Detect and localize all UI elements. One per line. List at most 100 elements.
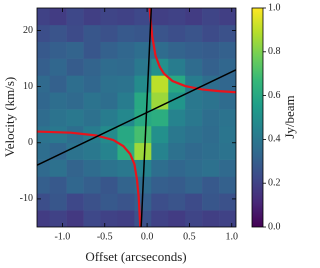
heatmap-cell — [37, 159, 51, 177]
heatmap-cell — [117, 75, 135, 93]
heatmap-cell — [151, 176, 169, 194]
heatmap-cell — [49, 193, 67, 211]
heatmap-cell — [49, 176, 67, 194]
heatmap-cell — [49, 210, 67, 227]
colorbar-label: Jy/beam — [282, 95, 297, 138]
heatmap-cell — [168, 210, 186, 227]
heatmap-cell — [83, 24, 101, 42]
colorbar-tick-label: 0.0 — [268, 221, 281, 232]
heatmap-cell — [151, 8, 169, 26]
heatmap-cell — [134, 125, 152, 144]
heatmap-cell — [66, 125, 84, 144]
heatmap-cell — [185, 210, 203, 227]
heatmap-cell — [100, 41, 118, 59]
heatmap-cell — [185, 24, 203, 42]
heatmap-cell — [117, 41, 135, 59]
heatmap-cell — [185, 176, 203, 194]
heatmap-cell — [83, 58, 101, 76]
heatmap-cell — [37, 75, 51, 93]
heatmap-cell — [37, 8, 51, 26]
heatmap-cell — [168, 24, 186, 42]
x-axis-label: Offset (arcseconds) — [85, 249, 186, 264]
heatmap-cell — [202, 125, 220, 144]
heatmap-cell — [151, 125, 169, 144]
heatmap-cell — [49, 92, 67, 110]
heatmap-cell — [83, 41, 101, 59]
colorbar-tick-label: 0.6 — [268, 90, 281, 101]
heatmap-cell — [202, 8, 220, 26]
heatmap — [37, 8, 236, 227]
heatmap-cell — [219, 210, 236, 227]
heatmap-cell — [83, 210, 101, 227]
heatmap-cell — [151, 193, 169, 211]
heatmap-cell — [202, 58, 220, 76]
heatmap-cell — [66, 41, 84, 59]
heatmap-cell — [202, 92, 220, 110]
heatmap-cell — [49, 58, 67, 76]
heatmap-cell — [100, 109, 118, 127]
heatmap-cell — [37, 210, 51, 227]
heatmap-cell — [219, 142, 236, 160]
heatmap-cell — [66, 75, 84, 93]
heatmap-cell — [168, 58, 186, 76]
heatmap-cell — [185, 58, 203, 76]
heatmap-cell — [219, 8, 236, 26]
heatmap-cell — [202, 142, 220, 160]
heatmap-cell — [100, 142, 118, 160]
y-tick-label: -10 — [20, 193, 33, 204]
heatmap-cell — [66, 176, 84, 194]
heatmap-cell — [134, 142, 152, 160]
heatmap-cell — [100, 24, 118, 42]
heatmap-cell — [83, 8, 101, 26]
heatmap-cell — [134, 41, 152, 59]
heatmap-cell — [37, 92, 51, 110]
heatmap-cell — [185, 92, 203, 110]
heatmap-cell — [117, 210, 135, 227]
heatmap-cell — [151, 159, 169, 177]
heatmap-cell — [219, 75, 236, 93]
heatmap-cell — [37, 193, 51, 211]
heatmap-cell — [66, 8, 84, 26]
x-tick-label: -0.5 — [97, 231, 113, 242]
heatmap-cell — [134, 75, 152, 93]
heatmap-cell — [185, 159, 203, 177]
heatmap-cell — [168, 75, 186, 93]
heatmap-cell — [83, 159, 101, 177]
heatmap-cell — [185, 193, 203, 211]
heatmap-cell — [83, 193, 101, 211]
heatmap-cell — [49, 41, 67, 59]
heatmap-cell — [100, 193, 118, 211]
heatmap-cell — [151, 142, 169, 160]
heatmap-cell — [66, 24, 84, 42]
heatmap-cell — [185, 142, 203, 160]
heatmap-cell — [117, 24, 135, 42]
heatmap-cell — [151, 92, 169, 110]
heatmap-cell — [100, 210, 118, 227]
heatmap-cell — [134, 210, 152, 227]
heatmap-cell — [83, 75, 101, 93]
heatmap-cell — [100, 176, 118, 194]
heatmap-cell — [83, 92, 101, 110]
heatmap-cell — [151, 75, 169, 93]
heatmap-cell — [100, 8, 118, 26]
heatmap-cell — [117, 8, 135, 26]
heatmap-cell — [37, 24, 51, 42]
colorbar-tick-label: 0.4 — [268, 134, 281, 145]
heatmap-cell — [185, 125, 203, 144]
overlay-line — [148, 8, 236, 94]
heatmap-cell — [83, 176, 101, 194]
heatmap-cell — [168, 8, 186, 26]
plot-frame — [36, 7, 237, 228]
heatmap-cell — [168, 176, 186, 194]
heatmap-cell — [134, 24, 152, 42]
heatmap-cell — [49, 24, 67, 42]
heatmap-cell — [117, 193, 135, 211]
heatmap-cell — [117, 176, 135, 194]
heatmap-cell — [151, 210, 169, 227]
heatmap-cell — [66, 142, 84, 160]
heatmap-cell — [219, 125, 236, 144]
y-tick-label: 10 — [23, 81, 33, 92]
x-tick-label: -1.0 — [54, 231, 70, 242]
heatmap-cell — [219, 159, 236, 177]
heatmap-cell — [83, 142, 101, 160]
